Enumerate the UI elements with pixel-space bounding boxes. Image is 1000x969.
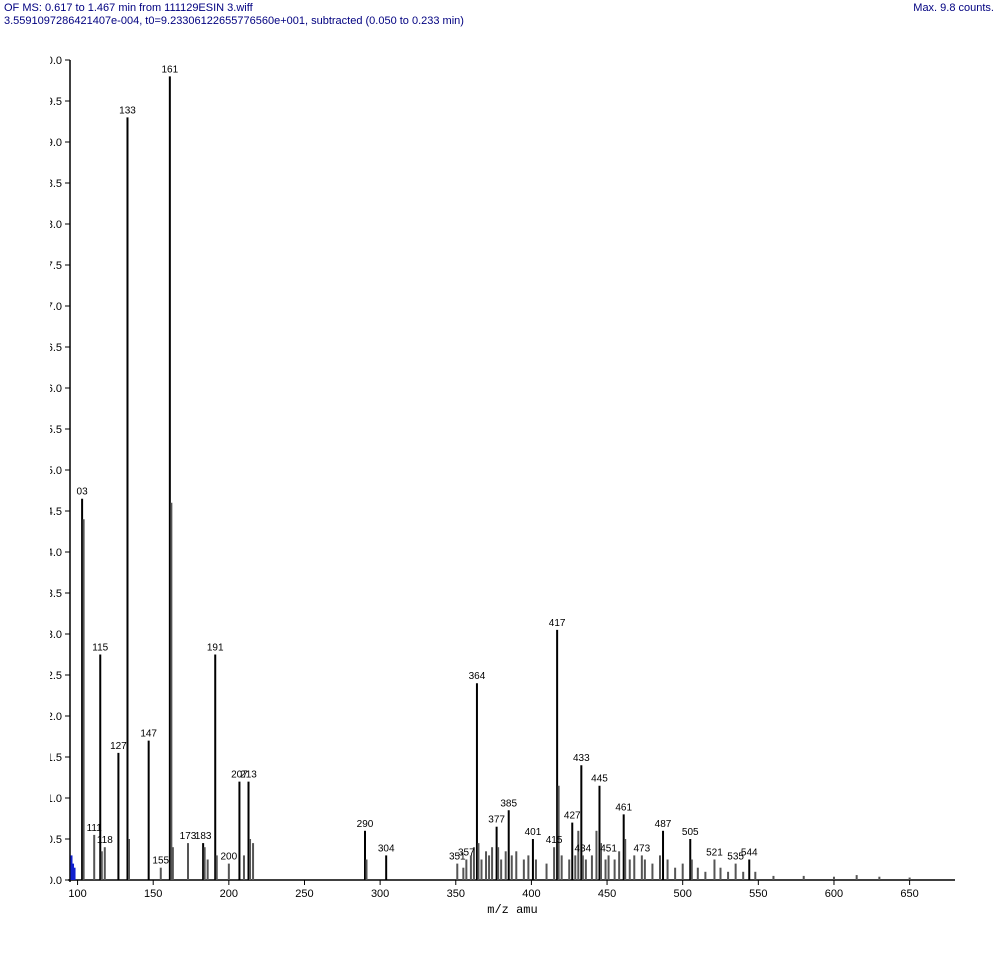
svg-text:2.5: 2.5 [50, 670, 62, 682]
header-line-2: 3.5591097286421407e-004, t0=9.2330612265… [4, 15, 464, 28]
svg-text:450: 450 [598, 888, 616, 900]
svg-text:03: 03 [77, 487, 89, 498]
svg-text:0.0: 0.0 [50, 875, 62, 887]
x-axis-label: m/z amu [487, 903, 537, 917]
svg-text:300: 300 [371, 888, 389, 900]
svg-text:118: 118 [97, 835, 113, 846]
svg-text:433: 433 [573, 753, 590, 764]
svg-text:505: 505 [682, 827, 699, 838]
svg-text:8.0: 8.0 [50, 219, 62, 231]
svg-text:4.0: 4.0 [50, 547, 62, 559]
svg-text:550: 550 [749, 888, 767, 900]
svg-text:183: 183 [195, 831, 212, 842]
svg-text:150: 150 [144, 888, 162, 900]
svg-text:10.0: 10.0 [50, 55, 62, 67]
svg-text:111: 111 [87, 823, 103, 834]
svg-text:100: 100 [68, 888, 86, 900]
svg-text:191: 191 [207, 643, 224, 654]
svg-text:213: 213 [240, 770, 257, 781]
svg-text:155: 155 [152, 856, 169, 867]
svg-text:5.0: 5.0 [50, 465, 62, 477]
svg-text:2.0: 2.0 [50, 711, 62, 723]
svg-text:127: 127 [110, 741, 127, 752]
svg-text:9.5: 9.5 [50, 96, 62, 108]
svg-text:133: 133 [119, 105, 136, 116]
svg-text:350: 350 [447, 888, 465, 900]
svg-text:250: 250 [295, 888, 313, 900]
svg-text:147: 147 [140, 729, 157, 740]
svg-text:6.0: 6.0 [50, 383, 62, 395]
svg-text:364: 364 [469, 671, 486, 682]
svg-text:5.5: 5.5 [50, 424, 62, 436]
svg-text:401: 401 [525, 827, 542, 838]
svg-text:451: 451 [600, 843, 617, 854]
svg-text:487: 487 [655, 819, 672, 830]
header-line-1: OF MS: 0.617 to 1.467 min from 111129ESI… [4, 2, 464, 15]
svg-text:417: 417 [549, 618, 566, 629]
svg-text:1.0: 1.0 [50, 793, 62, 805]
svg-text:3.5: 3.5 [50, 588, 62, 600]
svg-text:7.0: 7.0 [50, 301, 62, 313]
svg-text:650: 650 [900, 888, 918, 900]
svg-text:427: 427 [564, 811, 581, 822]
svg-text:200: 200 [220, 888, 238, 900]
svg-text:544: 544 [741, 848, 758, 859]
header-text: OF MS: 0.617 to 1.467 min from 111129ESI… [4, 2, 464, 27]
svg-text:0.5: 0.5 [50, 834, 62, 846]
svg-text:357: 357 [458, 848, 475, 859]
svg-text:385: 385 [500, 798, 517, 809]
svg-text:500: 500 [674, 888, 692, 900]
svg-text:521: 521 [706, 848, 723, 859]
svg-text:304: 304 [378, 843, 395, 854]
svg-text:8.5: 8.5 [50, 178, 62, 190]
svg-text:115: 115 [92, 643, 108, 654]
svg-text:1.5: 1.5 [50, 752, 62, 764]
svg-text:161: 161 [162, 64, 179, 75]
mass-spectrum-plot: 0.0 0.5 1.0 1.5 2.0 2.5 3.0 3.5 4.0 4.5 5.0 5.5 6.0 6… [50, 50, 965, 920]
svg-text:6.5: 6.5 [50, 342, 62, 354]
svg-text:377: 377 [488, 815, 505, 826]
svg-text:400: 400 [522, 888, 540, 900]
svg-text:9.0: 9.0 [50, 137, 62, 149]
svg-text:434: 434 [575, 843, 592, 854]
svg-text:445: 445 [591, 774, 608, 785]
svg-text:600: 600 [825, 888, 843, 900]
header-right: Max. 9.8 counts. [913, 2, 994, 14]
svg-text:461: 461 [615, 802, 632, 813]
svg-text:4.5: 4.5 [50, 506, 62, 518]
svg-text:3.0: 3.0 [50, 629, 62, 641]
svg-text:290: 290 [357, 819, 374, 830]
svg-text:473: 473 [634, 843, 651, 854]
svg-text:200: 200 [221, 852, 238, 863]
svg-text:415: 415 [546, 835, 563, 846]
svg-text:7.5: 7.5 [50, 260, 62, 272]
